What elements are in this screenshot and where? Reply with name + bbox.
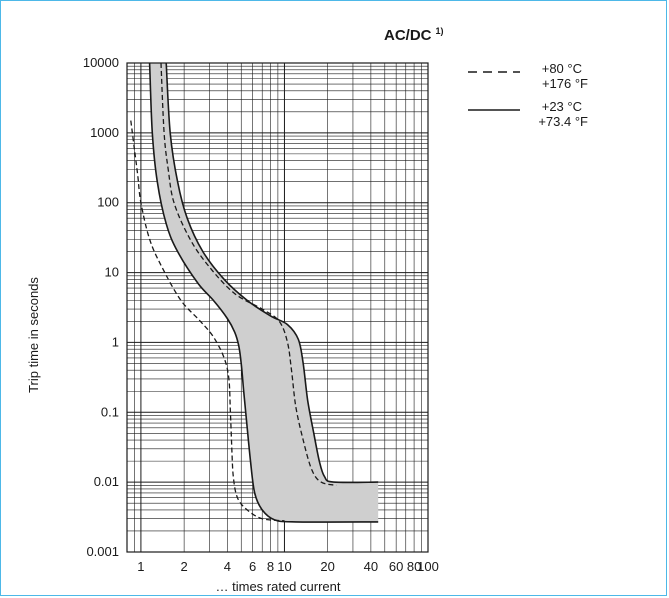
y-axis-label: Trip time in seconds (26, 277, 41, 393)
x-tick-label: 80 (407, 559, 421, 574)
series-80c-upper (160, 62, 337, 486)
y-tick-label: 100 (97, 195, 119, 210)
x-tick-label: 10 (277, 559, 291, 574)
x-tick-label: 100 (417, 559, 439, 574)
y-tick-label: 10000 (83, 55, 119, 70)
x-tick-label: 1 (137, 559, 144, 574)
legend: +80 °C+176 °F +23 °C+73.4 °F (468, 61, 588, 129)
x-tick-label: 60 (389, 559, 403, 574)
chart-title: AC/DC 1) (384, 26, 444, 44)
trip-band (149, 63, 379, 523)
x-tick-label: 6 (249, 559, 256, 574)
x-tick-label: 20 (320, 559, 334, 574)
x-tick-label: 8 (267, 559, 274, 574)
y-tick-label: 1000 (90, 125, 119, 140)
x-axis-label: … times rated current (216, 579, 341, 594)
x-tick-label: 4 (224, 559, 231, 574)
y-tick-label: 0.1 (101, 404, 119, 419)
legend-label: +23 °C (542, 99, 582, 114)
y-tick-label: 1 (112, 334, 119, 349)
y-tick-label: 10 (105, 265, 119, 280)
legend-label: +176 °F (542, 76, 588, 91)
series-80c-lower (130, 120, 285, 522)
legend-label: +80 °C (542, 61, 582, 76)
y-tick-labels: 10000 1000 100 10 1 0.1 0.01 0.001 (83, 55, 119, 559)
plot-border (126, 62, 429, 553)
series-23c-lower (148, 62, 379, 523)
legend-label: +73.4 °F (538, 114, 588, 129)
series-23c-upper (165, 62, 379, 484)
x-tick-label: 40 (364, 559, 378, 574)
chart-series (130, 62, 379, 523)
y-tick-label: 0.01 (94, 474, 119, 489)
y-tick-label: 0.001 (86, 544, 119, 559)
x-tick-label: 2 (181, 559, 188, 574)
